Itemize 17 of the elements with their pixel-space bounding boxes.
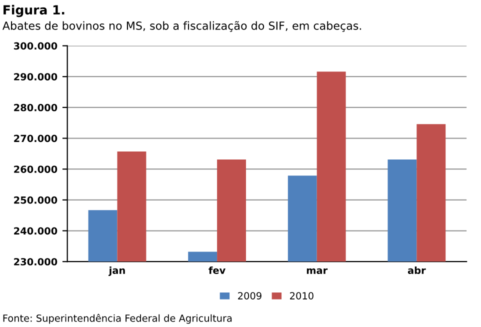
y-tick-label: 230.000 [14,258,58,266]
source-note: Fonte: Superintendência Federal de Agricultura [3,314,232,324]
x-tick-label: mar [306,268,328,274]
y-tick-label: 240.000 [14,227,58,235]
chart-subtitle: Abates de bovinos no MS, sob a fiscalização do SIF, em cabeças. [2,21,362,32]
y-tick-label: 280.000 [14,104,58,112]
legend-label: 2010 [290,292,314,300]
y-tick-label: 260.000 [14,166,58,173]
x-tick-label: fev [208,266,226,274]
y-tick-label: 290.000 [14,73,58,80]
chart-title: Figura 1. [4,4,64,18]
x-tick-label: jan [108,266,125,276]
y-tick-label: 270.000 [14,134,58,142]
legend-label: 2009 [238,292,262,300]
x-tick-label: abr [408,266,426,274]
y-tick-label: 250.000 [14,196,58,204]
y-tick-label: 300.000 [14,42,58,50]
